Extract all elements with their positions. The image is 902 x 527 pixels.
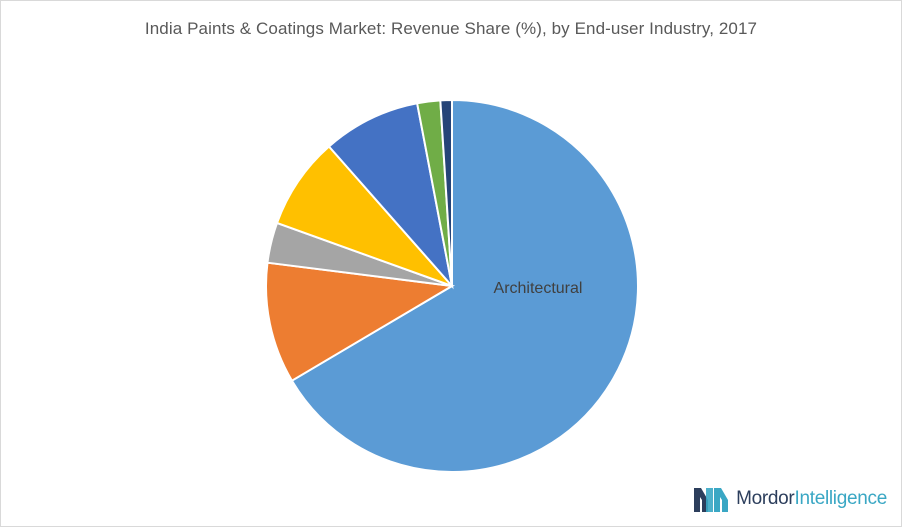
pie-slice-architectural [290, 98, 639, 473]
chart-title: India Paints & Coatings Market: Revenue … [144, 19, 758, 38]
brand-name: MordorIntelligence [736, 488, 887, 510]
brand-name-part1: Mordor [736, 488, 795, 509]
pie-slice-2 [265, 261, 456, 383]
brand-logo: MordorIntelligence [692, 482, 887, 516]
pie-slice-label-architectural: Architectural [494, 280, 583, 297]
pie-slice-4 [275, 145, 453, 287]
pie-slice-5 [327, 102, 454, 290]
brand-name-part2: Intelligence [794, 488, 887, 509]
mordor-intelligence-logo-icon [694, 488, 729, 512]
pie-slice-7 [439, 98, 453, 287]
